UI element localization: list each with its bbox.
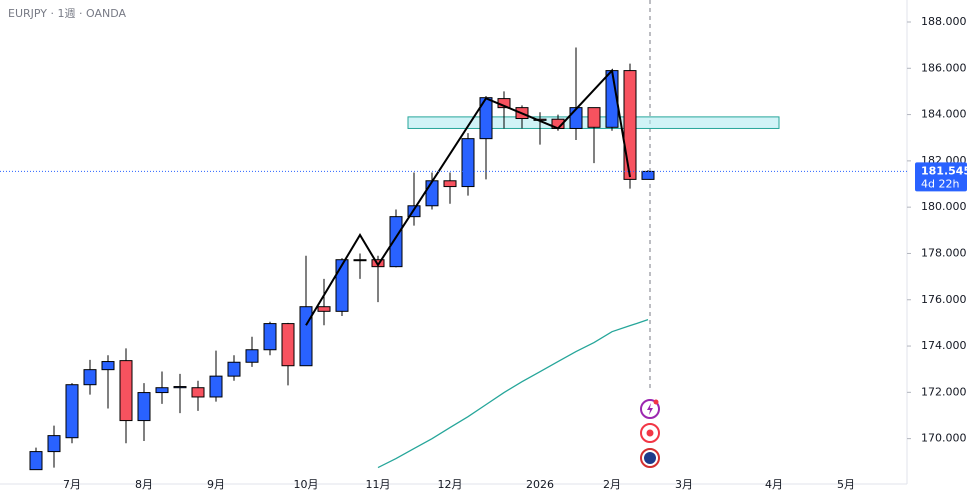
candle-body (443, 180, 457, 188)
event-glyph (646, 429, 654, 437)
candle-body (173, 386, 187, 389)
candle-body (209, 375, 223, 398)
candle-body (569, 107, 583, 129)
candle-body (101, 361, 115, 371)
candle-body (155, 387, 169, 394)
candle-body (353, 259, 367, 262)
candle-body (29, 451, 43, 471)
candle-body (335, 259, 349, 312)
x-tick-label: 4月 (765, 478, 783, 491)
candle-body (587, 107, 601, 128)
candle-body (137, 392, 151, 422)
candle-body (227, 361, 241, 377)
y-tick-label: 172.000 (921, 385, 967, 398)
x-tick-label: 7月 (63, 478, 81, 491)
y-tick-label: 184.000 (921, 108, 967, 121)
event-dot (653, 399, 659, 405)
candle-body (461, 138, 475, 188)
event-glyph (644, 452, 656, 464)
candle-body (119, 360, 133, 422)
x-tick-label: 5月 (837, 478, 855, 491)
x-tick-label: 2月 (603, 478, 621, 491)
event-icons (640, 399, 660, 468)
y-tick-label: 174.000 (921, 339, 967, 352)
candle-body (299, 306, 313, 367)
candle-body (263, 323, 277, 351)
candle-body (317, 306, 331, 312)
moving-average (377, 319, 649, 469)
event-glyph (647, 403, 653, 415)
countdown-label: 4d 22h (921, 177, 959, 190)
last-price-box (915, 162, 967, 192)
zigzag (305, 68, 631, 326)
candle-body (623, 70, 637, 180)
candle-body (281, 323, 295, 367)
candle-body (65, 384, 79, 439)
y-tick-label: 170.000 (921, 432, 967, 445)
candle-body (389, 216, 403, 268)
y-tick-label: 178.000 (921, 246, 967, 259)
x-tick-label: 2026 (526, 478, 554, 491)
x-tick-label: 11月 (366, 478, 391, 491)
candle-body (641, 170, 655, 180)
candle-body (425, 180, 439, 207)
x-tick-label: 10月 (294, 478, 319, 491)
y-tick-label: 176.000 (921, 293, 967, 306)
y-tick-label: 186.000 (921, 61, 967, 74)
candle-body (47, 435, 61, 453)
x-tick-label: 12月 (438, 478, 463, 491)
x-tick-label: 3月 (675, 478, 693, 491)
x-tick-label: 9月 (207, 478, 225, 491)
y-tick-label: 180.000 (921, 200, 967, 213)
candle-body (245, 349, 259, 363)
candle-body (83, 369, 97, 386)
last-price-label: 181.545 (921, 164, 971, 177)
x-tick-label: 8月 (135, 478, 153, 491)
chart-title: EURJPY · 1週 · OANDA (8, 7, 126, 20)
candle-body (191, 387, 205, 398)
y-tick-label: 188.000 (921, 15, 967, 28)
